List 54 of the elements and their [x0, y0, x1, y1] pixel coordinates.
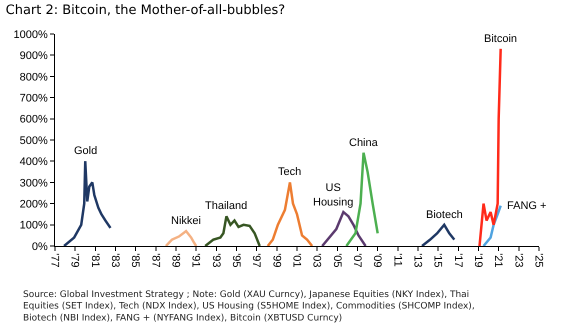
x-tick-label: '21: [492, 253, 504, 268]
y-tick-label: 700%: [20, 92, 48, 104]
line-series: [164, 230, 198, 246]
y-tick-label: 100%: [20, 220, 48, 232]
y-tick-label: 0%: [32, 240, 48, 253]
x-tick-label: '07: [350, 253, 363, 268]
series-label: FANG +: [507, 200, 546, 212]
x-tick-label: '23: [512, 253, 524, 268]
x-tick-label: '01: [290, 253, 302, 268]
series-label: US Housing: [313, 182, 354, 208]
chart-title: Chart 2: Bitcoin, the Mother-of-all-bubbles?: [6, 3, 286, 18]
y-tick-label: 200%: [20, 198, 48, 210]
y-tick-label: 600%: [20, 114, 48, 126]
x-tick-label: '25: [532, 253, 544, 268]
x-tick-label: '95: [230, 253, 242, 268]
x-tick-label: '79: [68, 253, 81, 268]
x-tick-label: '09: [371, 253, 384, 268]
series-label: Nikkei: [171, 215, 201, 227]
x-tick-label: '13: [411, 253, 424, 268]
x-tick-label: '97: [250, 253, 262, 268]
source-note: Source: Global Investment Strategy ; Note: Gold (XAU Curncy), Japanese Equities (NKY Index), Thai Equities (SET Index), Tech (NDX Index), US Housing (S5HOME Index), Commodities (SHCOMP Index), Biotech (NBI Index), FANG + (NYFANG Index), Bitcoin (XBTUSD Curncy): [23, 290, 475, 324]
x-tick-label: '99: [270, 253, 282, 268]
line-series: [62, 160, 112, 246]
x-tick-label: '05: [330, 253, 343, 268]
x-tick-label: '93: [210, 253, 222, 268]
x-tick-label: '17: [452, 253, 464, 268]
y-tick-label: 800%: [20, 71, 48, 84]
x-tick-label: '91: [190, 253, 202, 268]
x-tick-label: '85: [129, 253, 142, 268]
y-tick-label: 300%: [20, 177, 48, 190]
y-tick-label: 900%: [20, 50, 48, 62]
x-tick-label: '19: [472, 253, 484, 268]
series-label: Gold: [74, 145, 98, 157]
series-label: Tech: [278, 166, 302, 178]
y-tick-label: 1000%: [14, 28, 48, 41]
x-tick-label: '11: [391, 253, 404, 267]
y-tick-label: 500%: [20, 134, 48, 147]
x-tick-label: '03: [310, 253, 323, 268]
x-tick-label: '81: [88, 253, 101, 268]
series-label: Bitcoin: [484, 33, 518, 45]
line-series: [320, 210, 367, 246]
x-tick-label: '83: [108, 253, 121, 268]
series-label: China: [349, 137, 379, 149]
x-tick-label: '77: [48, 253, 60, 268]
line-series: [478, 48, 502, 246]
line-series: [266, 181, 314, 246]
x-tick-label: '89: [169, 253, 182, 268]
y-tick-label: 400%: [20, 156, 48, 168]
x-tick-label: '15: [432, 253, 444, 268]
series-label: Thailand: [205, 200, 248, 212]
x-tick-label: '87: [149, 253, 162, 268]
series-label: Biotech: [426, 209, 463, 221]
line-series: [204, 215, 261, 246]
line-series: [420, 224, 456, 246]
